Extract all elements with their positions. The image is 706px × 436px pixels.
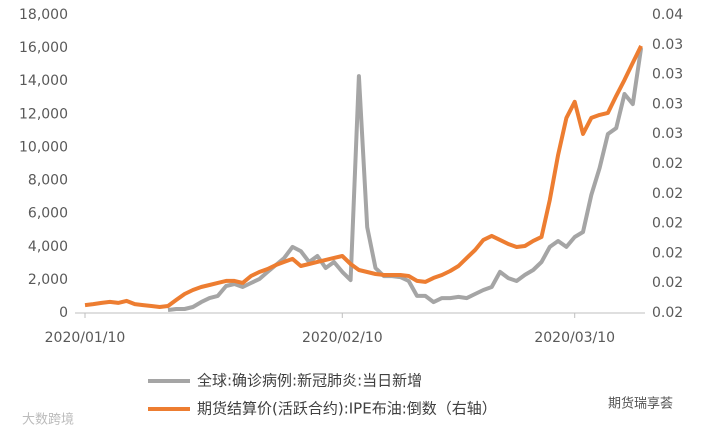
y-tick-label: 6,000 (28, 206, 68, 222)
y2-tick-label: 0.02 (652, 305, 683, 321)
y-tick-label: 12,000 (19, 106, 68, 122)
y-tick-label: 16,000 (19, 40, 68, 56)
y-tick-label: 8,000 (28, 173, 68, 189)
y2-tick-label: 0.02 (652, 275, 683, 291)
series-line (84, 45, 643, 309)
x-tick-label: 2020/01/10 (45, 330, 126, 346)
y-tick-label: 4,000 (28, 239, 68, 255)
y2-tick-label: 0.02 (652, 156, 683, 172)
y-tick-label: 10,000 (19, 139, 68, 155)
y2-tick-label: 0.03 (652, 126, 683, 142)
y2-tick-label: 0.03 (652, 37, 683, 53)
y-tick-label: 14,000 (19, 73, 68, 89)
y2-tick-label: 0.03 (652, 67, 683, 83)
y2-tick-label: 0.02 (652, 216, 683, 232)
y2-tick-label: 0.02 (652, 245, 683, 261)
y2-tick-label: 0.02 (652, 186, 683, 202)
x-tick-label: 2020/02/10 (302, 330, 383, 346)
series-line (167, 47, 644, 312)
legend-label: 全球:确诊病例:新冠肺炎:当日新增 (197, 372, 422, 390)
watermark: 大数跨境 (22, 413, 74, 428)
y-tick-label: 2,000 (28, 272, 68, 288)
y-tick-label: 18,000 (19, 7, 68, 23)
x-tick-label: 2020/03/10 (534, 330, 615, 346)
y2-tick-label: 0.03 (652, 96, 683, 112)
legend-label: 期货结算价(活跃合约):IPE布油:倒数（右轴） (197, 400, 497, 418)
watermark: 期货瑞享荟 (608, 396, 673, 412)
y-tick-label: 0 (59, 305, 68, 321)
y2-tick-label: 0.04 (652, 7, 683, 23)
